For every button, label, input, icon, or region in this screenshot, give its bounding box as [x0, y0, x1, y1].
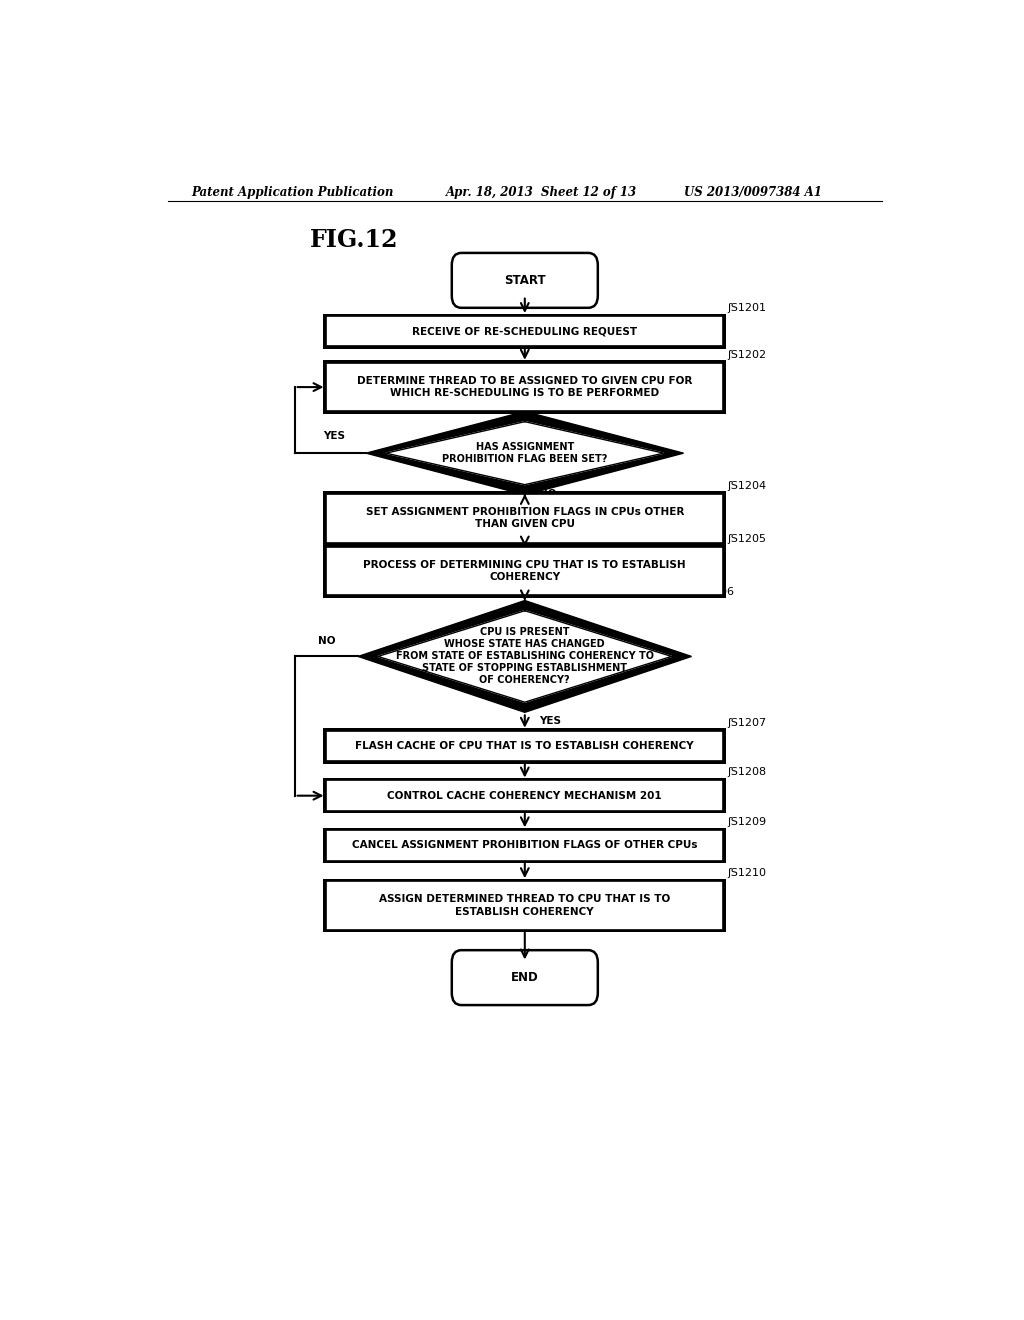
FancyBboxPatch shape: [327, 494, 723, 543]
Text: CANCEL ASSIGNMENT PROHIBITION FLAGS OF OTHER CPUs: CANCEL ASSIGNMENT PROHIBITION FLAGS OF O…: [352, 841, 697, 850]
FancyBboxPatch shape: [324, 314, 726, 348]
Text: CPU IS PRESENT
WHOSE STATE HAS CHANGED
FROM STATE OF ESTABLISHING COHERENCY TO
S: CPU IS PRESENT WHOSE STATE HAS CHANGED F…: [396, 627, 653, 685]
Text: ʃS1201: ʃS1201: [727, 302, 766, 313]
Text: ʃS1208: ʃS1208: [727, 767, 766, 777]
Text: PROCESS OF DETERMINING CPU THAT IS TO ESTABLISH
COHERENCY: PROCESS OF DETERMINING CPU THAT IS TO ES…: [364, 560, 686, 582]
Text: SET ASSIGNMENT PROHIBITION FLAGS IN CPUs OTHER
THAN GIVEN CPU: SET ASSIGNMENT PROHIBITION FLAGS IN CPUs…: [366, 507, 684, 529]
FancyBboxPatch shape: [327, 363, 723, 412]
Text: START: START: [504, 273, 546, 286]
Text: NO: NO: [317, 636, 335, 647]
FancyBboxPatch shape: [324, 544, 726, 598]
Text: ʃS1204: ʃS1204: [727, 480, 766, 491]
FancyBboxPatch shape: [324, 879, 726, 932]
Text: RECEIVE OF RE-SCHEDULING REQUEST: RECEIVE OF RE-SCHEDULING REQUEST: [413, 326, 637, 337]
Text: FLASH CACHE OF CPU THAT IS TO ESTABLISH COHERENCY: FLASH CACHE OF CPU THAT IS TO ESTABLISH …: [355, 741, 694, 751]
FancyBboxPatch shape: [452, 253, 598, 308]
FancyBboxPatch shape: [327, 830, 723, 861]
Text: ʃS1210: ʃS1210: [727, 869, 766, 878]
Text: US 2013/0097384 A1: US 2013/0097384 A1: [684, 186, 821, 199]
Text: ʃS1202: ʃS1202: [727, 350, 766, 359]
Text: ASSIGN DETERMINED THREAD TO CPU THAT IS TO
ESTABLISH COHERENCY: ASSIGN DETERMINED THREAD TO CPU THAT IS …: [379, 894, 671, 916]
Polygon shape: [386, 421, 664, 484]
Text: ʃS1206: ʃS1206: [695, 587, 734, 598]
FancyBboxPatch shape: [327, 880, 723, 929]
Text: ʃS1203: ʃS1203: [687, 399, 726, 408]
Text: HAS ASSIGNMENT
PROHIBITION FLAG BEEN SET?: HAS ASSIGNMENT PROHIBITION FLAG BEEN SET…: [442, 442, 607, 465]
FancyBboxPatch shape: [327, 780, 723, 810]
Text: CONTROL CACHE COHERENCY MECHANISM 201: CONTROL CACHE COHERENCY MECHANISM 201: [387, 791, 663, 801]
Polygon shape: [378, 611, 672, 702]
FancyBboxPatch shape: [452, 950, 598, 1005]
Text: NO: NO: [539, 490, 557, 499]
Polygon shape: [367, 412, 684, 495]
Text: ʃS1205: ʃS1205: [727, 533, 766, 544]
Polygon shape: [358, 601, 691, 713]
FancyBboxPatch shape: [324, 828, 726, 863]
Text: ʃS1207: ʃS1207: [727, 718, 766, 727]
Text: YES: YES: [539, 717, 561, 726]
FancyBboxPatch shape: [324, 491, 726, 545]
FancyBboxPatch shape: [327, 315, 723, 346]
Text: Apr. 18, 2013  Sheet 12 of 13: Apr. 18, 2013 Sheet 12 of 13: [445, 186, 637, 199]
Text: DETERMINE THREAD TO BE ASSIGNED TO GIVEN CPU FOR
WHICH RE-SCHEDULING IS TO BE PE: DETERMINE THREAD TO BE ASSIGNED TO GIVEN…: [357, 376, 692, 399]
FancyBboxPatch shape: [327, 731, 723, 762]
FancyBboxPatch shape: [324, 360, 726, 414]
Text: ʃS1209: ʃS1209: [727, 817, 766, 828]
Text: YES: YES: [324, 430, 345, 441]
Text: END: END: [511, 972, 539, 985]
FancyBboxPatch shape: [327, 546, 723, 595]
FancyBboxPatch shape: [324, 777, 726, 813]
Text: FIG.12: FIG.12: [310, 228, 398, 252]
FancyBboxPatch shape: [324, 729, 726, 763]
Text: Patent Application Publication: Patent Application Publication: [191, 186, 394, 199]
